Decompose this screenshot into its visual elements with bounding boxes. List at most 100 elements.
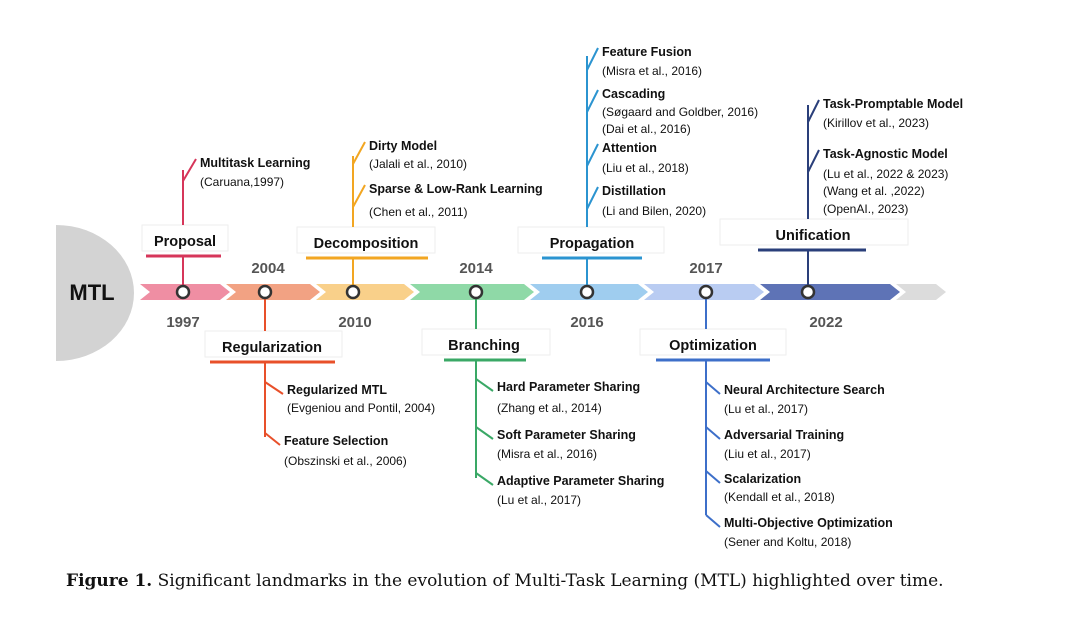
figure-caption: Figure 1. Significant landmarks in the e…: [66, 571, 1026, 591]
method-title: Dirty Model: [369, 139, 437, 153]
era-regularization: Regularization Regularized MTL (Evgeniou a…: [204, 284, 435, 468]
year-label: 2004: [251, 260, 285, 277]
method-title: Neural Architecture Search: [724, 383, 885, 397]
method-citation: (Kirillov et al., 2023): [823, 116, 929, 130]
method-tick: [182, 158, 197, 182]
year-label: 2010: [338, 314, 371, 331]
era-label-box: [296, 226, 436, 254]
method-tick: [475, 378, 494, 392]
method-citation: (Wang et al. ,2022): [823, 184, 925, 198]
year-label: 2017: [689, 260, 722, 277]
method-citation: (Chen et al., 2011): [369, 205, 468, 219]
method-tick: [586, 143, 599, 167]
era-node: [800, 284, 816, 300]
era-label: Optimization: [669, 338, 757, 354]
method-tick: [705, 426, 721, 440]
method-title: Soft Parameter Sharing: [497, 428, 636, 442]
era-node: [175, 284, 191, 300]
method-title: Cascading: [602, 87, 665, 101]
method-citation: (Lu et al., 2017): [724, 402, 808, 416]
method-tick: [807, 99, 820, 123]
method-title: Adaptive Parameter Sharing: [497, 474, 664, 488]
method-tick: [586, 186, 599, 210]
year-label: 1997: [166, 314, 199, 331]
method-title: Multitask Learning: [200, 156, 310, 170]
era-label-box: [639, 328, 787, 356]
method-tick: [586, 89, 599, 113]
method-citation: (Jalali et al., 2010): [369, 157, 467, 171]
method-citation: (Caruana,1997): [200, 175, 284, 189]
method-citation: (Obszinski et al., 2006): [284, 454, 407, 468]
year-label: 2022: [809, 314, 842, 331]
method-tick: [705, 381, 721, 395]
method-tick: [352, 141, 366, 165]
method-tick: [475, 472, 494, 486]
method-citation: (Li and Bilen, 2020): [602, 204, 706, 218]
method-title: Regularized MTL: [287, 383, 387, 397]
era-label: Unification: [776, 228, 851, 244]
method-tick: [705, 514, 721, 528]
method-tick: [264, 381, 284, 395]
method-tick: [475, 426, 494, 440]
era-node: [579, 284, 595, 300]
method-title: Distillation: [602, 184, 666, 198]
method-tick: [352, 184, 366, 208]
method-citation: (Kendall et al., 2018): [724, 490, 835, 504]
timeline-segment: [226, 284, 320, 300]
method-citation: (Sener and Koltu, 2018): [724, 535, 851, 549]
era-label-box: [517, 226, 665, 254]
era-propagation: Propagation Feature Fusion (Misra et al., …: [517, 45, 758, 300]
era-proposal: Proposal Multitask Learning (Caruana,1997): [141, 156, 310, 300]
method-citation: (Dai et al., 2016): [602, 122, 691, 136]
timeline-segment: [760, 284, 900, 300]
method-tick: [705, 470, 721, 484]
era-label: Regularization: [222, 340, 322, 356]
method-citation: (OpenAI., 2023): [823, 202, 908, 216]
method-title: Feature Fusion: [602, 45, 692, 59]
method-title: Scalarization: [724, 472, 801, 486]
method-title: Adversarial Training: [724, 428, 844, 442]
method-tick: [586, 47, 599, 71]
era-node: [345, 284, 361, 300]
era-label-box: [204, 330, 343, 358]
era-label: Propagation: [550, 236, 635, 252]
method-citation: (Misra et al., 2016): [497, 447, 597, 461]
caption-text: Significant landmarks in the evolution o…: [157, 571, 944, 591]
method-tick: [264, 432, 281, 446]
method-citation: (Søgaard and Goldber, 2016): [602, 105, 758, 119]
method-title: Task-Agnostic Model: [823, 147, 948, 161]
era-optimization: Optimization Neural Architecture Search (L…: [639, 284, 893, 549]
method-title: Hard Parameter Sharing: [497, 380, 640, 394]
era-node: [468, 284, 484, 300]
method-citation: (Liu et al., 2018): [602, 161, 689, 175]
era-unification: Unification Task-Promptable Model (Kirillo…: [719, 97, 963, 300]
year-label: 2016: [570, 314, 603, 331]
method-tick: [807, 149, 820, 173]
era-node: [257, 284, 273, 300]
method-title: Multi-Objective Optimization: [724, 516, 893, 530]
timeline-segment: [896, 284, 946, 300]
era-node: [698, 284, 714, 300]
mtl-root-shape: [56, 225, 134, 361]
method-citation: (Misra et al., 2016): [602, 64, 702, 78]
method-title: Task-Promptable Model: [823, 97, 963, 111]
era-label-box: [421, 328, 551, 356]
method-title: Sparse & Low-Rank Learning: [369, 182, 543, 196]
year-label: 2014: [459, 260, 493, 277]
method-citation: (Lu et al., 2017): [497, 493, 581, 507]
mtl-root-label: MTL: [69, 280, 114, 305]
method-citation: (Liu et al., 2017): [724, 447, 811, 461]
era-label: Branching: [448, 338, 520, 354]
method-citation: (Lu et al., 2022 & 2023): [823, 167, 948, 181]
era-branching: Branching Hard Parameter Sharing (Zhang et…: [421, 284, 664, 507]
caption-label: Figure 1.: [66, 571, 153, 591]
era-decomposition: Decomposition Dirty Model (Jalali et al., …: [296, 139, 543, 300]
method-citation: (Zhang et al., 2014): [497, 401, 602, 415]
era-label-box: [719, 218, 909, 246]
era-label-box: [141, 224, 229, 252]
method-title: Feature Selection: [284, 434, 388, 448]
method-title: Attention: [602, 141, 657, 155]
timeline-segment: [316, 284, 414, 300]
